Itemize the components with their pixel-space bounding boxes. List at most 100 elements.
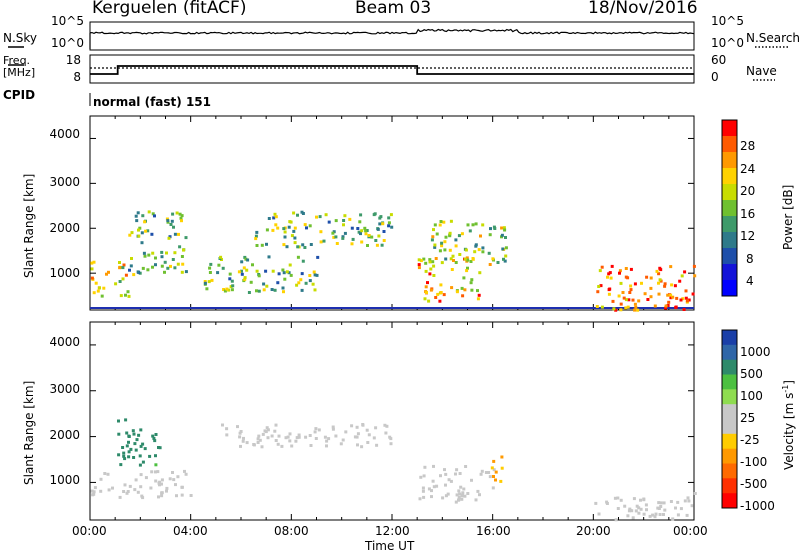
power-cell xyxy=(387,221,391,225)
power-cell xyxy=(434,296,438,299)
velocity-cell xyxy=(236,425,239,429)
power-cell xyxy=(249,280,253,284)
velocity-cell xyxy=(171,471,174,474)
power-cell xyxy=(92,260,96,264)
velocity-cell xyxy=(323,435,327,439)
power-cell xyxy=(431,260,435,264)
power-cell xyxy=(265,228,269,232)
power-cell xyxy=(222,288,226,291)
velocity-cell xyxy=(127,455,131,459)
velocity-cb-tick-neg100: -100 xyxy=(740,455,768,469)
power-cell xyxy=(219,255,223,259)
velocity-cell xyxy=(132,432,136,436)
power-cell xyxy=(619,308,623,312)
power-ytick-2000: 2000 xyxy=(49,221,80,235)
power-cell xyxy=(257,274,261,278)
power-cell xyxy=(343,231,347,235)
power-cell xyxy=(274,223,278,227)
velocity-cb-tick-500: 500 xyxy=(740,367,763,381)
power-cell xyxy=(150,232,154,236)
power-cell xyxy=(428,260,432,264)
power-cell xyxy=(669,265,673,269)
velocity-cb-tick-25: 25 xyxy=(740,411,756,425)
power-cell xyxy=(172,225,175,229)
power-cell xyxy=(608,271,612,275)
power-cell xyxy=(679,298,683,302)
nsky-tick-high: 10^5 xyxy=(51,14,84,28)
power-cell xyxy=(118,261,121,264)
power-cell xyxy=(273,212,277,216)
velocity-cell xyxy=(367,433,371,437)
velocity-cell xyxy=(127,435,131,438)
power-cell xyxy=(136,270,140,274)
velocity-cell xyxy=(154,463,158,467)
power-cell xyxy=(282,271,286,275)
velocity-cell xyxy=(479,472,483,476)
velocity-cell xyxy=(183,469,186,473)
date-title: 18/Nov/2016 xyxy=(588,0,698,18)
power-cell xyxy=(230,288,234,292)
power-cell xyxy=(296,245,300,249)
power-cell xyxy=(138,271,142,275)
power-cell xyxy=(251,263,254,267)
power-cell xyxy=(618,269,622,273)
velocity-cell xyxy=(325,444,328,448)
nave-tick-60: 60 xyxy=(711,53,727,67)
power-cell xyxy=(444,257,448,261)
power-cell xyxy=(425,291,428,295)
velocity-cell xyxy=(432,464,435,468)
power-cell xyxy=(619,281,623,285)
power-cell xyxy=(356,227,360,230)
power-cell xyxy=(618,271,621,275)
power-cell xyxy=(208,271,212,274)
velocity-cell xyxy=(156,470,160,474)
power-cell xyxy=(177,232,180,236)
power-cell xyxy=(659,268,663,272)
velocity-cell xyxy=(693,492,697,495)
velocity-cell xyxy=(154,470,157,474)
power-cell xyxy=(265,242,268,246)
power-cell xyxy=(380,243,384,247)
velocity-cell xyxy=(422,474,426,478)
power-cell xyxy=(332,235,336,239)
velocity-cell xyxy=(141,496,145,500)
power-cell xyxy=(372,213,376,217)
power-cell xyxy=(334,219,338,223)
power-cell xyxy=(240,260,244,264)
power-cell xyxy=(669,293,673,297)
power-cell xyxy=(137,234,141,238)
velocity-cell xyxy=(280,444,284,448)
power-cell xyxy=(334,235,338,239)
power-cell xyxy=(92,291,96,295)
velocity-cell xyxy=(499,479,503,483)
power-cell xyxy=(629,267,633,271)
power-cell xyxy=(378,222,382,226)
velocity-colorbar-swatch xyxy=(722,448,737,464)
velocity-cell xyxy=(180,493,184,497)
power-cell xyxy=(469,281,473,285)
power-cell xyxy=(282,227,286,231)
power-cell xyxy=(331,231,335,235)
velocity-cell xyxy=(314,427,318,431)
power-cb-tick-12: 12 xyxy=(740,229,756,243)
power-cell xyxy=(488,233,492,237)
power-cb-tick-8: 8 xyxy=(746,252,754,266)
power-cell xyxy=(433,223,437,227)
velocity-cell xyxy=(157,495,160,499)
velocity-cell xyxy=(274,423,278,427)
power-cell xyxy=(433,243,437,247)
power-cb-tick-16: 16 xyxy=(740,207,756,221)
power-cell xyxy=(308,274,312,277)
power-cell xyxy=(134,214,138,218)
power-cell xyxy=(599,284,603,288)
velocity-colorbar-swatch xyxy=(722,493,737,509)
power-cell xyxy=(614,308,618,312)
velocity-cell xyxy=(125,491,129,495)
xlabel: Time UT xyxy=(365,539,415,553)
power-cell xyxy=(223,289,227,293)
power-cell xyxy=(387,224,391,228)
power-cell xyxy=(474,222,478,226)
xtick-1: 04:00 xyxy=(173,524,208,538)
velocity-cell xyxy=(174,483,177,487)
power-cell xyxy=(454,244,458,248)
